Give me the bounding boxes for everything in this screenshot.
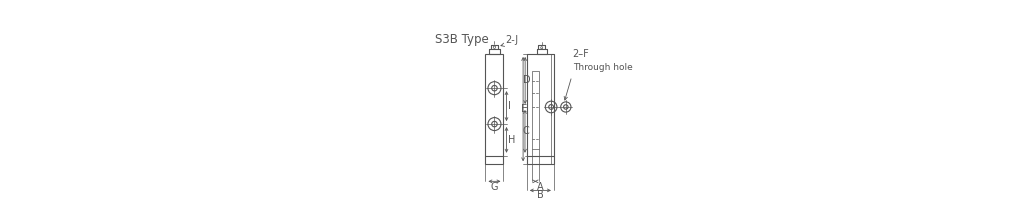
Bar xyxy=(486,54,503,164)
Text: A: A xyxy=(537,182,544,192)
Text: 2-J: 2-J xyxy=(505,35,518,45)
Text: C: C xyxy=(523,126,529,136)
Bar xyxy=(527,54,554,164)
Text: S3B Type: S3B Type xyxy=(435,34,489,46)
Text: I: I xyxy=(508,101,511,111)
Text: D: D xyxy=(523,75,530,85)
Text: G: G xyxy=(491,182,498,192)
Text: 2–F: 2–F xyxy=(573,49,589,59)
Text: E: E xyxy=(521,104,527,114)
Bar xyxy=(531,71,539,149)
Text: B: B xyxy=(537,190,544,200)
Text: H: H xyxy=(508,135,515,145)
Text: Through hole: Through hole xyxy=(573,63,633,72)
